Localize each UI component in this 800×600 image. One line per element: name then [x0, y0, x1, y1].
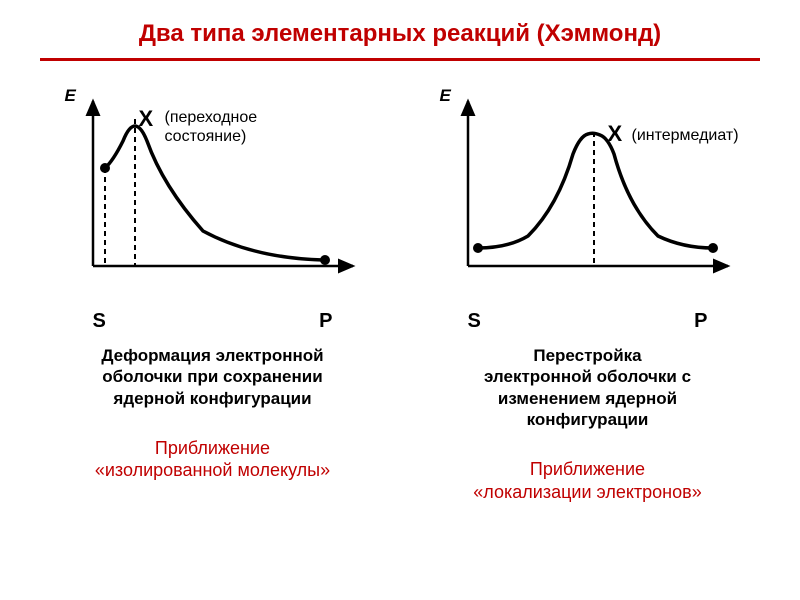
right-chart: E X (интермедиат): [428, 86, 748, 306]
right-e-label: E: [440, 86, 451, 106]
right-description: Перестройка электронной оболочки с измен…: [484, 345, 691, 430]
title-underline: [40, 58, 760, 61]
right-approx-1: Приближение: [473, 458, 701, 481]
left-desc-2: оболочки при сохранении: [101, 366, 323, 387]
right-x-label: X: [608, 121, 623, 147]
right-approx: Приближение «локализации электронов»: [473, 458, 701, 503]
left-desc-1: Деформация электронной: [101, 345, 323, 366]
left-p-label: P: [319, 310, 332, 333]
right-chart-svg: [428, 86, 748, 286]
left-description: Деформация электронной оболочки при сохр…: [101, 345, 323, 409]
right-desc-2: электронной оболочки с: [484, 366, 691, 387]
left-s-label: S: [93, 310, 106, 333]
left-panel: E X (переходное состояние) S P Деформаци…: [40, 86, 385, 503]
page-title: Два типа элементарных реакций (Хэммонд): [40, 20, 760, 48]
left-x-label: X: [139, 106, 154, 132]
left-desc-3: ядерной конфигурации: [101, 388, 323, 409]
right-x-annot-1: (интермедиат): [632, 126, 739, 145]
right-x-annotation: (интермедиат): [632, 126, 739, 145]
left-e-label: E: [65, 86, 76, 106]
left-approx-2: «изолированной молекулы»: [95, 459, 330, 482]
right-sp-row: S P: [458, 310, 718, 333]
left-approx: Приближение «изолированной молекулы»: [95, 437, 330, 482]
right-desc-1: Перестройка: [484, 345, 691, 366]
right-p-label: P: [694, 310, 707, 333]
right-desc-3: изменением ядерной: [484, 388, 691, 409]
left-chart: E X (переходное состояние): [53, 86, 373, 306]
right-desc-4: конфигурации: [484, 409, 691, 430]
right-s-label: S: [468, 310, 481, 333]
left-x-annot-1: (переходное: [165, 108, 258, 127]
right-approx-2: «локализации электронов»: [473, 481, 701, 504]
left-sp-row: S P: [83, 310, 343, 333]
left-approx-1: Приближение: [95, 437, 330, 460]
left-x-annotation: (переходное состояние): [165, 108, 258, 146]
right-panel: E X (интермедиат) S P Перестройка электр…: [415, 86, 760, 503]
left-x-annot-2: состояние): [165, 127, 258, 146]
panels: E X (переходное состояние) S P Деформаци…: [40, 86, 760, 503]
